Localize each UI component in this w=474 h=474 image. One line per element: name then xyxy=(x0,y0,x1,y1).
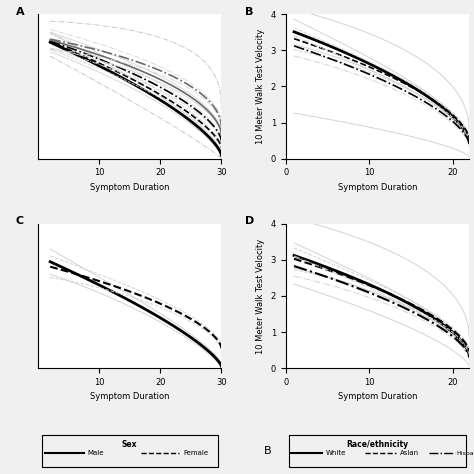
X-axis label: Symptom Duration: Symptom Duration xyxy=(90,183,169,192)
Text: Male: Male xyxy=(88,450,104,456)
Text: A: A xyxy=(16,7,25,17)
Text: B: B xyxy=(246,7,254,17)
Text: Asian: Asian xyxy=(400,450,419,456)
Text: D: D xyxy=(246,217,255,227)
Text: Race/ethnicity: Race/ethnicity xyxy=(346,440,409,449)
Y-axis label: 10 Meter Walk Test Velocity: 10 Meter Walk Test Velocity xyxy=(256,238,265,354)
Text: Hispanic: Hispanic xyxy=(456,450,474,456)
Text: Sex: Sex xyxy=(122,440,137,449)
Y-axis label: 10 Meter Walk Test Velocity: 10 Meter Walk Test Velocity xyxy=(256,29,265,144)
Text: C: C xyxy=(16,217,24,227)
Text: White: White xyxy=(326,450,346,456)
X-axis label: Symptom Duration: Symptom Duration xyxy=(338,392,417,401)
X-axis label: Symptom Duration: Symptom Duration xyxy=(338,183,417,192)
Text: Female: Female xyxy=(183,450,208,456)
Text: B: B xyxy=(264,446,271,456)
X-axis label: Symptom Duration: Symptom Duration xyxy=(90,392,169,401)
